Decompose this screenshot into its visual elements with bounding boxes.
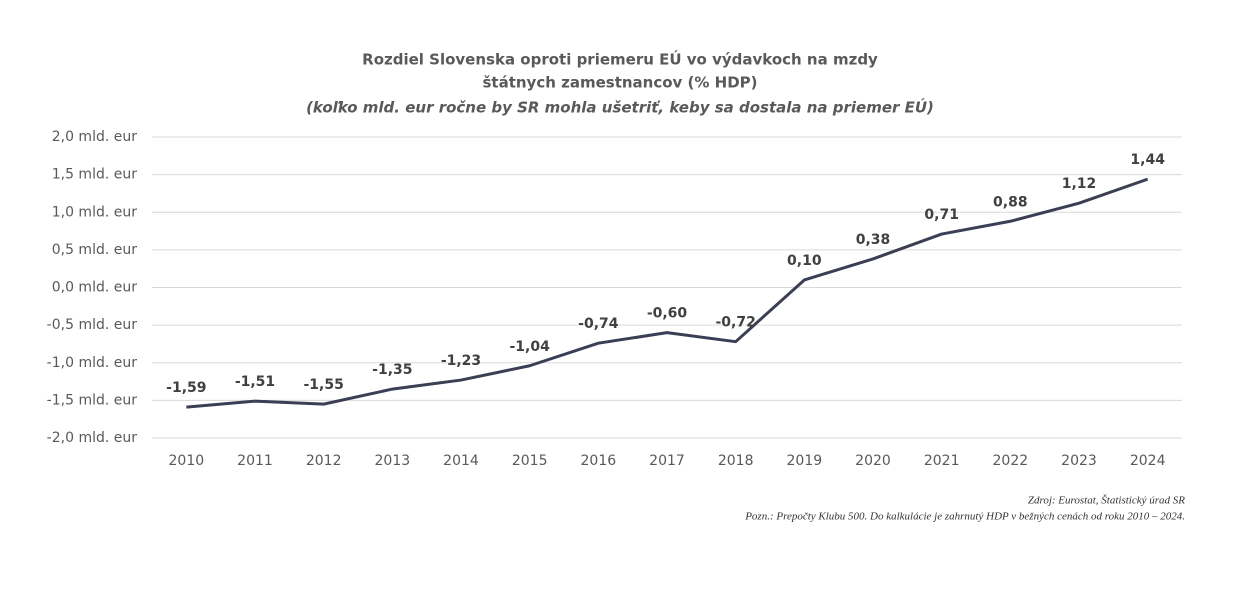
- data-label: 0,38: [856, 232, 891, 248]
- chart-title: Rozdiel Slovenska oproti priemeru EÚ vo …: [362, 50, 878, 69]
- data-label: -0,74: [578, 316, 619, 332]
- x-tick-label: 2022: [993, 453, 1029, 469]
- x-tick-label: 2014: [443, 453, 479, 469]
- y-tick-label: 0,0 mld. eur: [52, 280, 138, 296]
- x-tick-label: 2021: [924, 453, 960, 469]
- x-tick-label: 2015: [512, 453, 548, 469]
- x-tick-label: 2011: [237, 453, 273, 469]
- x-tick-label: 2018: [718, 453, 754, 469]
- data-label: 1,44: [1130, 152, 1165, 168]
- data-label: 0,10: [787, 253, 822, 269]
- y-tick-label: -1,0 mld. eur: [47, 355, 138, 371]
- data-line: [186, 177, 1149, 409]
- y-tick-label: -0,5 mld. eur: [47, 317, 138, 333]
- y-tick-label: 0,5 mld. eur: [52, 242, 138, 258]
- x-tick-label: 2013: [375, 453, 411, 469]
- data-label: -0,60: [647, 306, 688, 322]
- x-tick-label: 2012: [306, 453, 342, 469]
- y-tick-label: -1,5 mld. eur: [47, 392, 138, 408]
- x-tick-label: 2023: [1061, 453, 1097, 469]
- x-tick-label: 2017: [649, 453, 685, 469]
- y-tick-label: -2,0 mld. eur: [47, 430, 138, 446]
- source-note: Zdroj: Eurostat, Štatistický úrad SR: [1028, 495, 1185, 507]
- x-tick-label: 2019: [787, 453, 823, 469]
- data-label: -1,35: [372, 362, 412, 378]
- source-note: Pozn.: Prepočty Klubu 500. Do kalkulácie…: [744, 511, 1185, 523]
- data-label: -1,51: [235, 374, 275, 390]
- x-tick-label: 2020: [855, 453, 891, 469]
- y-tick-label: 1,0 mld. eur: [52, 204, 138, 220]
- chart-subtitle: (koľko mld. eur ročne by SR mohla ušetri…: [306, 98, 934, 117]
- chart-title: štátnych zamestnancov (% HDP): [482, 74, 757, 92]
- data-label: 1,12: [1062, 176, 1097, 192]
- x-tick-label: 2016: [581, 453, 617, 469]
- data-label: -1,23: [441, 353, 481, 369]
- data-label: -0,72: [715, 315, 755, 331]
- y-tick-label: 1,5 mld. eur: [52, 167, 138, 183]
- data-label: 0,88: [993, 194, 1028, 210]
- data-label: -1,59: [166, 380, 206, 396]
- x-tick-label: 2024: [1130, 453, 1166, 469]
- data-label: -1,04: [509, 339, 550, 355]
- data-label: 0,71: [924, 207, 959, 223]
- data-label: -1,55: [303, 377, 343, 393]
- y-tick-label: 2,0 mld. eur: [52, 129, 138, 145]
- x-tick-label: 2010: [169, 453, 205, 469]
